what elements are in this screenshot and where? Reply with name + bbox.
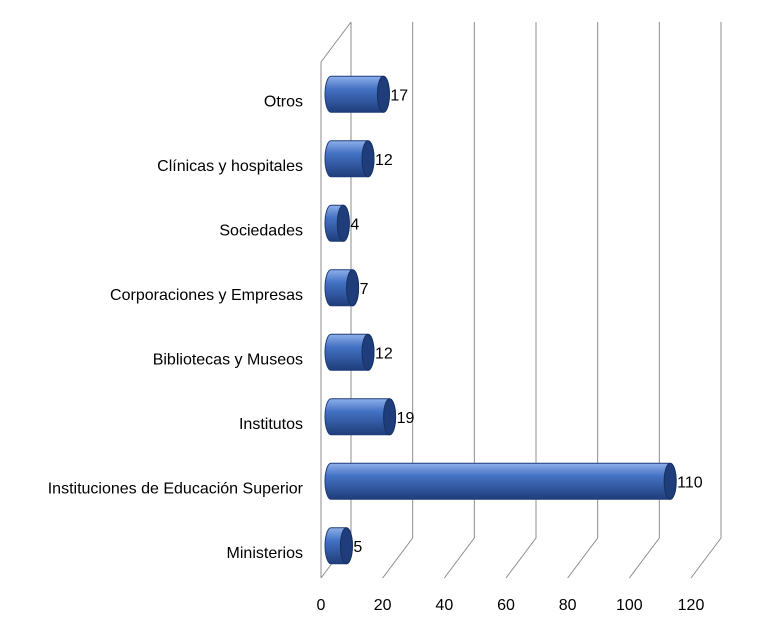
bar-end-cap: [361, 333, 375, 371]
bar-end-cap: [336, 204, 350, 242]
bar-end-cap: [361, 140, 375, 178]
data-label: 17: [390, 87, 408, 104]
gridline: [443, 22, 475, 579]
category-label: Bibliotecas y Museos: [153, 351, 303, 368]
axes: [320, 21, 352, 578]
x-tick-label: 60: [497, 597, 515, 614]
gridline: [628, 22, 660, 579]
category-label: Ministerios: [227, 545, 303, 562]
x-tick-label: 0: [317, 597, 326, 614]
x-tick-label: 40: [435, 597, 453, 614]
gridline: [505, 22, 537, 579]
category-label: Clínicas y hospitales: [157, 158, 303, 175]
gridline: [382, 22, 414, 579]
x-tick-label: 20: [374, 597, 392, 614]
data-label: 5: [353, 539, 362, 556]
category-label: Corporaciones y Empresas: [110, 287, 303, 304]
bar-end-cap: [346, 269, 360, 307]
data-label: 110: [677, 474, 703, 491]
bar-end-cap: [663, 462, 677, 500]
data-label: 7: [360, 281, 369, 298]
category-label: Sociedades: [219, 222, 303, 239]
category-label: Otros: [264, 93, 303, 110]
data-label: 4: [350, 216, 359, 233]
data-label: 12: [375, 345, 393, 362]
gridline: [690, 22, 722, 579]
bar-end-cap: [383, 398, 397, 436]
x-tick-label: 100: [616, 597, 643, 614]
x-tick-label: 120: [678, 597, 705, 614]
bars: [324, 75, 677, 565]
data-label: 12: [375, 152, 393, 169]
labels: 0 20 40 60 80 100 120 5 Ministerios 110 Institucio…: [48, 87, 705, 614]
data-label: 19: [397, 410, 415, 427]
category-label: Instituciones de Educación Superior: [48, 480, 304, 497]
bar-end-cap: [376, 75, 390, 113]
category-label: Institutos: [239, 416, 303, 433]
bar: [324, 462, 677, 500]
x-tick-label: 80: [559, 597, 577, 614]
category-axis-top-edge: [320, 21, 352, 63]
bar-end-cap: [339, 527, 353, 565]
gridline: [567, 22, 599, 579]
grid: [320, 22, 722, 579]
